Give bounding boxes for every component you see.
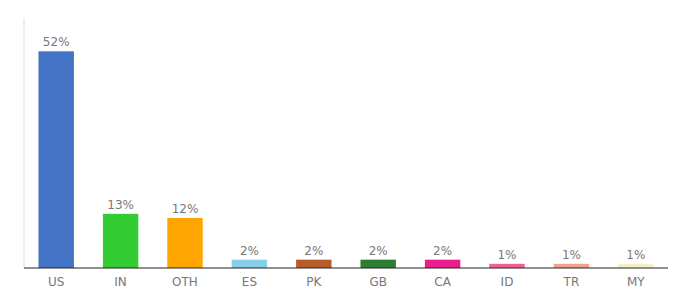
data-label: 1% [497, 248, 516, 262]
bar [103, 214, 138, 268]
x-tick-label: US [48, 275, 64, 289]
bars [38, 51, 653, 268]
x-axis-line [24, 267, 668, 268]
chart-container: 52% 13% 12% 2% 2% 2% 2% 1% 1% 1% US IN OTH ES PK GB CA ID… [0, 0, 680, 300]
bar [38, 51, 73, 268]
bar [554, 264, 589, 268]
x-tick-label: IN [114, 275, 127, 289]
y-range-line [24, 18, 25, 268]
x-tick-labels: US IN OTH ES PK GB CA ID TR MY [48, 275, 645, 289]
data-label: 1% [626, 248, 645, 262]
bar [618, 264, 653, 268]
data-label: 1% [562, 248, 581, 262]
data-label: 12% [172, 202, 199, 216]
data-label: 2% [433, 244, 452, 258]
x-tick-label: TR [563, 275, 580, 289]
bar [425, 260, 460, 268]
bar [296, 260, 331, 268]
x-tick-label: PK [306, 275, 322, 289]
bar [232, 260, 267, 268]
bar [360, 260, 395, 268]
data-label: 52% [43, 35, 70, 49]
x-tick-label: ES [242, 275, 257, 289]
data-label: 13% [107, 198, 134, 212]
x-tick-label: GB [369, 275, 387, 289]
bar [167, 218, 202, 268]
bar [489, 264, 524, 268]
data-label: 2% [369, 244, 388, 258]
x-tick-label: OTH [172, 275, 198, 289]
data-label: 2% [304, 244, 323, 258]
data-labels: 52% 13% 12% 2% 2% 2% 2% 1% 1% 1% [43, 35, 645, 262]
x-tick-label: ID [501, 275, 514, 289]
data-label: 2% [240, 244, 259, 258]
x-tick-label: CA [434, 275, 451, 289]
chart-svg: 52% 13% 12% 2% 2% 2% 2% 1% 1% 1% US IN OTH ES PK GB CA ID… [0, 0, 680, 300]
x-tick-label: MY [627, 275, 645, 289]
